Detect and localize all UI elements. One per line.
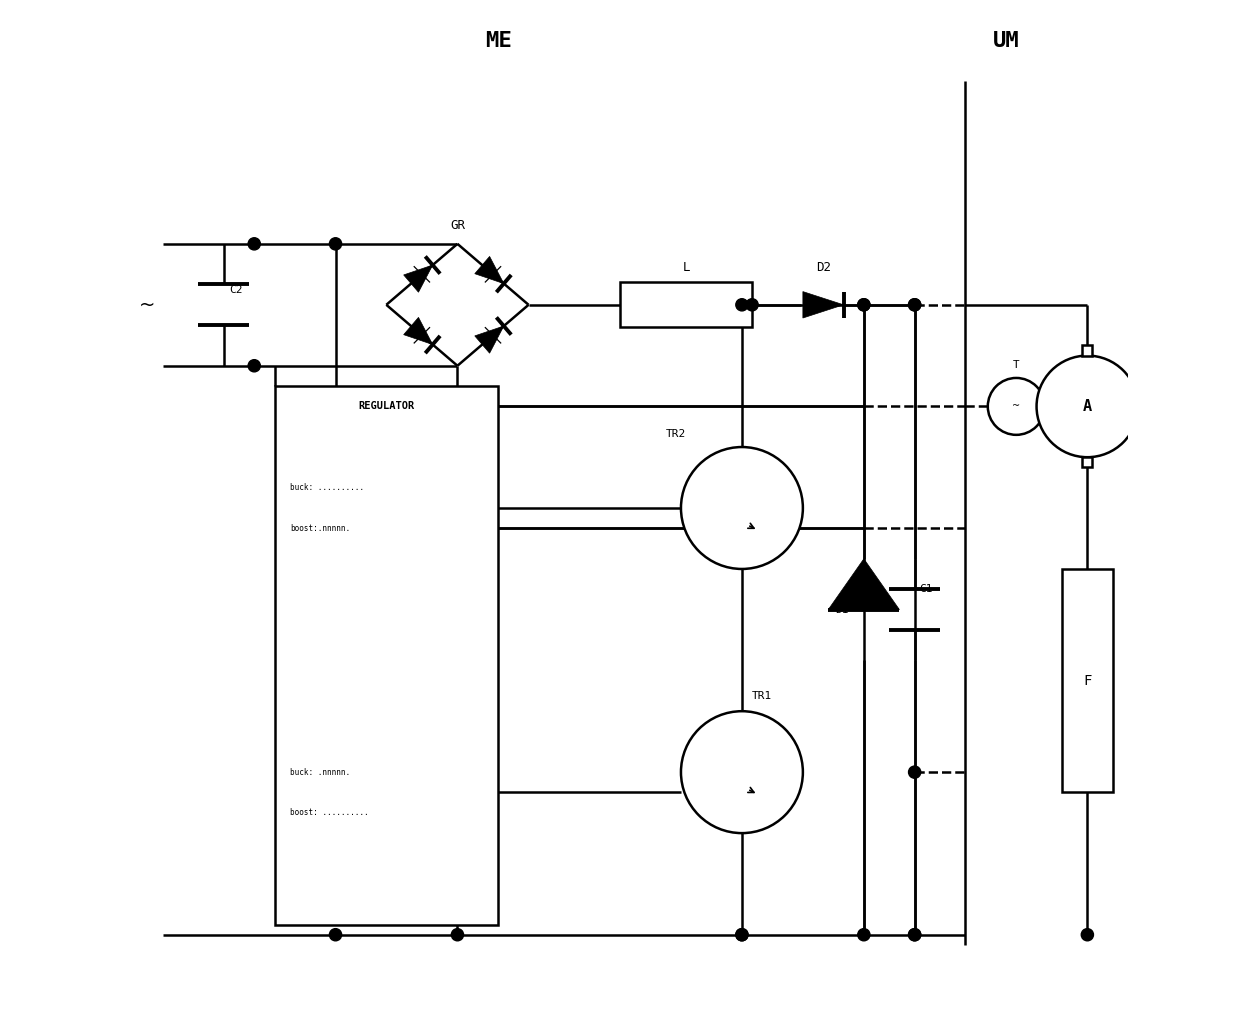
Text: UM: UM xyxy=(993,30,1019,51)
Bar xyxy=(1061,569,1112,792)
Circle shape xyxy=(988,378,1044,435)
Circle shape xyxy=(330,238,341,250)
Text: C1: C1 xyxy=(920,584,934,594)
Circle shape xyxy=(681,711,802,833)
Polygon shape xyxy=(404,317,433,344)
Circle shape xyxy=(248,360,260,372)
Circle shape xyxy=(746,299,758,311)
Circle shape xyxy=(909,929,921,941)
Text: F: F xyxy=(1084,674,1091,688)
Text: boost:.nnnnn.: boost:.nnnnn. xyxy=(290,524,350,532)
Text: C2: C2 xyxy=(229,284,242,295)
Polygon shape xyxy=(475,326,503,354)
Circle shape xyxy=(451,929,464,941)
Polygon shape xyxy=(475,256,503,283)
Circle shape xyxy=(909,766,921,778)
Circle shape xyxy=(735,929,748,941)
Circle shape xyxy=(858,299,870,311)
Bar xyxy=(620,282,753,327)
Bar xyxy=(1083,457,1092,467)
Circle shape xyxy=(1037,356,1138,457)
Text: D2: D2 xyxy=(816,261,831,274)
Circle shape xyxy=(681,447,802,569)
Bar xyxy=(274,386,498,925)
Circle shape xyxy=(909,929,921,941)
Circle shape xyxy=(248,238,260,250)
Circle shape xyxy=(858,299,870,311)
Polygon shape xyxy=(404,265,433,293)
Text: A: A xyxy=(1083,399,1092,414)
Circle shape xyxy=(735,929,748,941)
Circle shape xyxy=(735,299,748,311)
Text: L: L xyxy=(682,261,689,274)
Text: boost: ..........: boost: .......... xyxy=(290,809,368,817)
Text: D1: D1 xyxy=(835,605,848,615)
Text: TR1: TR1 xyxy=(753,691,773,701)
Text: REGULATOR: REGULATOR xyxy=(358,401,414,411)
Text: buck: .nnnnn.: buck: .nnnnn. xyxy=(290,768,350,776)
Text: buck: ..........: buck: .......... xyxy=(290,484,363,492)
Text: TR2: TR2 xyxy=(666,429,686,439)
Text: ~: ~ xyxy=(139,296,156,314)
Text: ~: ~ xyxy=(1012,401,1021,411)
Polygon shape xyxy=(828,559,899,610)
Circle shape xyxy=(909,299,921,311)
Circle shape xyxy=(858,929,870,941)
Bar xyxy=(1083,345,1092,356)
Circle shape xyxy=(1081,929,1094,941)
Polygon shape xyxy=(802,292,843,318)
Text: ME: ME xyxy=(485,30,511,51)
Circle shape xyxy=(330,929,341,941)
Text: T: T xyxy=(1013,360,1019,370)
Text: GR: GR xyxy=(450,218,465,232)
Circle shape xyxy=(909,299,921,311)
